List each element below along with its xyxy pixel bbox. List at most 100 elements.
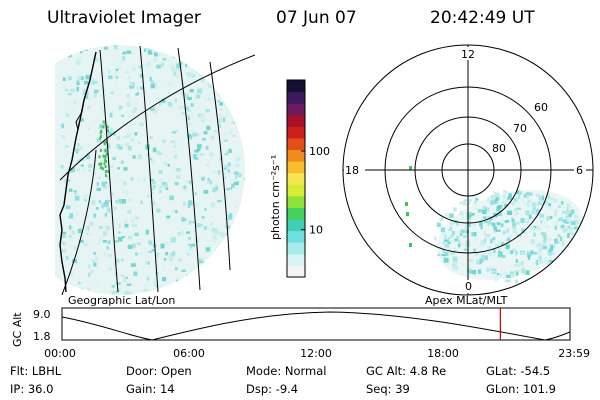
- emission-speckle: [439, 246, 442, 250]
- emission-speckle: [549, 247, 554, 252]
- emission-speckle: [163, 266, 167, 271]
- emission-speckle: [188, 122, 191, 126]
- emission-speckle: [155, 284, 159, 288]
- emission-speckle: [134, 232, 139, 237]
- emission-speckle: [156, 64, 161, 69]
- emission-speckle: [76, 149, 79, 154]
- emission-speckle: [541, 243, 547, 248]
- emission-speckle: [506, 238, 511, 241]
- emission-speckle: [76, 75, 81, 79]
- emission-speckle: [440, 227, 445, 232]
- emission-speckle: [105, 227, 111, 232]
- emission-speckle: [516, 190, 520, 195]
- emission-speckle: [205, 193, 209, 197]
- emission-speckle: [121, 199, 126, 204]
- emission-speckle: [462, 200, 467, 206]
- emission-speckle: [99, 136, 102, 140]
- emission-speckle: [130, 138, 134, 142]
- emission-speckle: [155, 203, 158, 208]
- emission-speckle: [501, 242, 504, 246]
- emission-speckle: [115, 83, 118, 87]
- emission-speckle: [78, 239, 84, 243]
- emission-speckle: [120, 143, 123, 146]
- emission-speckle: [497, 248, 502, 252]
- emission-speckle: [555, 221, 559, 225]
- emission-speckle: [468, 216, 471, 220]
- time-tick-label: 12:00: [300, 347, 332, 360]
- polar-grid: [342, 44, 594, 296]
- emission-speckle: [147, 49, 153, 55]
- emission-speckle: [99, 124, 104, 129]
- emission-speckle: [151, 47, 155, 52]
- emission-speckle: [206, 226, 210, 229]
- emission-speckle: [83, 194, 89, 198]
- emission-speckle: [523, 193, 527, 198]
- emission-speckle: [487, 207, 490, 212]
- emission-speckle: [151, 191, 155, 195]
- emission-speckle: [224, 164, 229, 169]
- emission-speckle: [457, 239, 461, 243]
- emission-speckle: [184, 93, 189, 98]
- emission-speckle: [163, 183, 169, 188]
- emission-speckle: [472, 269, 477, 275]
- emission-speckle: [506, 251, 510, 255]
- emission-speckle: [493, 230, 497, 233]
- emission-speckle: [139, 122, 144, 127]
- emission-speckle: [227, 162, 231, 167]
- emission-speckle: [110, 128, 113, 132]
- emission-speckle: [74, 195, 80, 201]
- emission-speckle: [136, 178, 142, 182]
- emission-speckle: [156, 208, 161, 213]
- emission-speckle: [439, 217, 444, 221]
- emission-speckle: [104, 181, 108, 185]
- emission-speckle: [528, 255, 531, 260]
- emission-speckle: [227, 225, 230, 229]
- emission-speckle: [159, 100, 162, 106]
- emission-speckle: [499, 273, 502, 278]
- emission-speckle: [111, 290, 114, 295]
- emission-speckle: [451, 231, 456, 234]
- emission-speckle: [479, 258, 484, 263]
- emission-speckle: [80, 77, 85, 83]
- emission-speckle: [538, 259, 544, 264]
- emission-speckle: [127, 209, 132, 214]
- emission-speckle: [75, 59, 81, 65]
- emission-speckle: [211, 117, 214, 120]
- emission-speckle: [183, 189, 188, 192]
- emission-speckle: [194, 240, 197, 243]
- emission-speckle: [162, 58, 167, 61]
- emission-speckle: [550, 197, 555, 201]
- emission-speckle: [108, 75, 113, 80]
- emission-speckle: [66, 179, 71, 182]
- emission-speckle: [209, 180, 213, 185]
- emission-speckle: [82, 226, 88, 232]
- emission-speckle: [176, 175, 181, 179]
- emission-speckle: [100, 93, 105, 98]
- emission-speckle: [452, 256, 458, 262]
- emission-speckle: [152, 147, 157, 153]
- emission-speckle: [457, 243, 461, 248]
- emission-speckle: [542, 246, 548, 250]
- emission-speckle: [97, 240, 101, 246]
- emission-speckle: [513, 264, 519, 267]
- emission-speckle: [188, 237, 192, 240]
- emission-speckle: [143, 289, 148, 292]
- emission-speckle: [559, 217, 563, 222]
- emission-speckle: [563, 228, 568, 232]
- emission-speckle: [546, 216, 549, 221]
- emission-speckle: [192, 154, 197, 159]
- emission-speckle: [222, 117, 226, 123]
- emission-speckle: [570, 209, 575, 215]
- emission-speckle: [510, 250, 514, 255]
- emission-speckle: [464, 199, 468, 202]
- emission-speckle: [512, 221, 515, 224]
- emission-speckle: [160, 278, 163, 284]
- emission-speckle: [204, 208, 207, 211]
- emission-speckle: [219, 157, 223, 161]
- emission-speckle: [448, 228, 453, 232]
- emission-speckle: [74, 148, 80, 152]
- emission-speckle: [117, 167, 121, 170]
- emission-speckle: [505, 279, 511, 283]
